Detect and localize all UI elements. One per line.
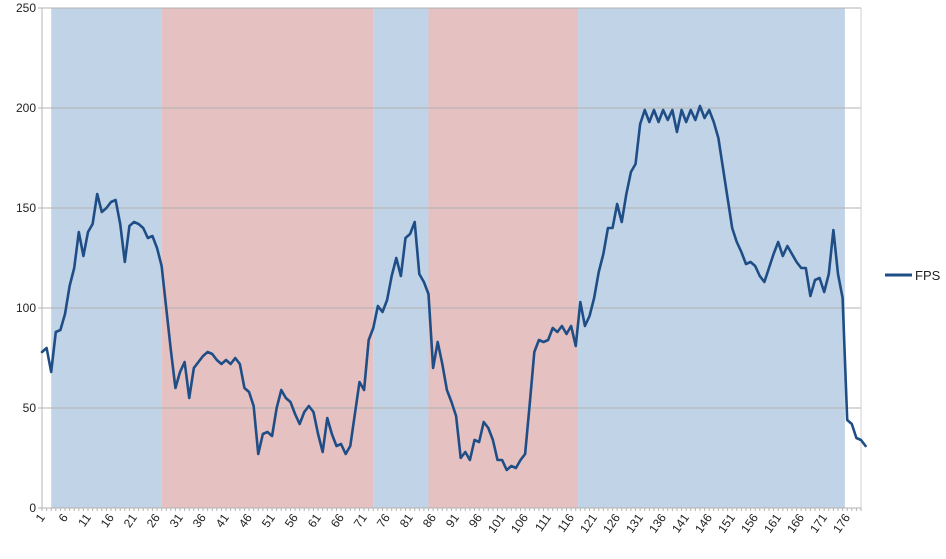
x-tick-label-106: 106 — [508, 511, 531, 536]
y-tick-label-50: 50 — [23, 401, 37, 415]
x-tick-label-6: 6 — [56, 511, 71, 525]
x-tick-label-26: 26 — [144, 511, 163, 530]
x-tick-label-86: 86 — [420, 511, 439, 530]
y-tick-label-200: 200 — [16, 101, 36, 115]
x-tick-label-131: 131 — [623, 511, 646, 536]
legend: FPS — [885, 268, 941, 283]
x-tick-label-161: 161 — [761, 511, 784, 536]
x-tick-label-71: 71 — [351, 511, 370, 530]
highlight-bands — [51, 8, 845, 508]
x-tick-label-41: 41 — [213, 511, 232, 530]
x-tick-label-56: 56 — [282, 511, 301, 530]
x-tick-label-111: 111 — [532, 511, 554, 534]
x-tick-label-76: 76 — [374, 511, 393, 530]
x-tick-label-36: 36 — [190, 511, 209, 530]
x-tick-label-21: 21 — [121, 511, 140, 530]
x-tick-label-61: 61 — [305, 511, 324, 530]
y-tick-label-150: 150 — [16, 201, 36, 215]
x-tick-label-176: 176 — [830, 511, 853, 536]
x-tick-label-96: 96 — [466, 511, 485, 530]
series-lines — [40, 104, 867, 472]
x-tick-labels: 1 6 11 16 21 26 31 36 41 46 51 56 61 66 71 76 81 86 91 96 10… — [33, 511, 854, 536]
y-tick-labels: 0 50 100 150 200 250 — [16, 1, 36, 515]
band-0 — [51, 8, 162, 508]
series-line-fps — [40, 104, 867, 472]
x-tick-label-1: 1 — [33, 511, 48, 525]
x-tick-label-171: 171 — [807, 511, 830, 536]
x-tick-label-156: 156 — [738, 511, 761, 536]
y-tick-label-100: 100 — [16, 301, 36, 315]
x-tick-label-81: 81 — [397, 511, 416, 530]
x-tick-label-51: 51 — [259, 511, 278, 530]
band-4 — [578, 8, 845, 508]
x-tick-label-116: 116 — [555, 511, 578, 535]
band-2 — [373, 8, 429, 508]
x-tick-label-66: 66 — [328, 511, 347, 530]
x-tick-label-31: 31 — [167, 511, 186, 530]
band-3 — [428, 8, 579, 508]
x-tick-label-121: 121 — [577, 511, 600, 536]
x-tick-label-11: 11 — [75, 511, 94, 530]
band-1 — [161, 8, 374, 508]
gridlines — [42, 7, 862, 508]
legend-label-fps: FPS — [915, 268, 941, 283]
x-tick-label-151: 151 — [715, 511, 738, 536]
x-tick-label-46: 46 — [236, 511, 255, 530]
x-tick-label-101: 101 — [485, 511, 508, 536]
y-tick-label-250: 250 — [16, 1, 36, 15]
y-tick-label-0: 0 — [29, 501, 36, 515]
x-tick-label-166: 166 — [784, 511, 807, 536]
x-tick-label-141: 141 — [669, 511, 692, 536]
x-tick-label-146: 146 — [692, 511, 715, 536]
axes — [38, 7, 862, 511]
x-tick-label-16: 16 — [98, 511, 117, 530]
x-tick-label-126: 126 — [600, 511, 623, 536]
x-tick-label-136: 136 — [646, 511, 669, 536]
x-tick-label-91: 91 — [443, 511, 462, 530]
